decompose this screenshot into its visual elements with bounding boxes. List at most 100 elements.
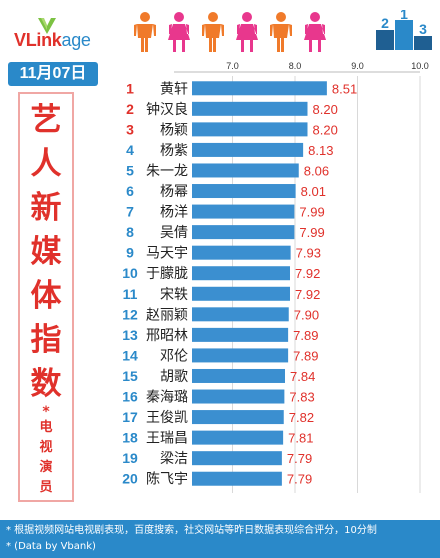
score-value-label: 7.90 (294, 307, 319, 322)
rank-label: 5 (126, 162, 134, 178)
score-bar (192, 368, 285, 383)
artist-name-label: 杨颖 (160, 122, 188, 138)
score-value-label: 7.89 (293, 328, 318, 343)
artist-name-label: 陈飞宇 (146, 471, 188, 488)
side-subtitle: 电 视 演 员 (18, 418, 74, 498)
logo-text: VLinkage (14, 30, 91, 51)
score-value-label: 8.06 (304, 163, 329, 178)
rank-label: 4 (126, 142, 134, 158)
rank-label: 10 (122, 265, 138, 281)
person-icon (168, 12, 190, 52)
score-bar (192, 101, 308, 116)
rank-label: 3 (126, 121, 134, 137)
artist-name-label: 吴倩 (160, 225, 188, 241)
side-subtitle-char: 员 (39, 480, 53, 495)
score-value-label: 7.99 (299, 205, 324, 220)
rank-label: 19 (122, 450, 138, 466)
side-title-char: 艺 (30, 102, 62, 138)
score-value-label: 8.20 (313, 122, 338, 137)
podium-icon: 2 1 3 (376, 10, 432, 50)
rank-label: 15 (122, 368, 138, 384)
score-value-label: 8.51 (332, 81, 357, 96)
score-bar (192, 327, 289, 342)
side-subtitle-char: 视 (39, 440, 53, 455)
score-value-label: 7.99 (299, 225, 324, 240)
side-title-char: 数 (30, 366, 62, 402)
svg-text:2: 2 (381, 15, 389, 31)
artist-name-label: 朱一龙 (146, 163, 188, 179)
vlinkage-logo: VLinkage (8, 10, 126, 50)
score-value-label: 8.01 (301, 184, 326, 199)
rank-label: 12 (122, 306, 138, 322)
artist-name-label: 王俊凯 (146, 410, 188, 426)
rank-label: 14 (122, 347, 138, 363)
person-icon (236, 12, 258, 52)
artist-name-label: 于朦胧 (146, 266, 188, 282)
side-title-char: 指 (30, 322, 62, 358)
rank-label: 1 (126, 80, 134, 96)
logo-text-prefix: VLink (14, 30, 62, 50)
artist-name-label: 秦海璐 (146, 390, 188, 406)
artist-name-label: 杨洋 (160, 205, 188, 221)
x-tick-label: 9.0 (351, 61, 364, 71)
artist-name-label: 黄轩 (160, 80, 188, 97)
score-value-label: 7.84 (290, 369, 315, 384)
score-value-label: 8.20 (313, 102, 338, 117)
side-title: 艺 人 新 媒 体 指 数 (18, 98, 74, 406)
score-bar (192, 122, 308, 137)
score-bar (192, 225, 295, 240)
score-bar (192, 142, 304, 157)
rank-label: 18 (122, 430, 138, 446)
people-icons (134, 12, 326, 52)
x-tick-label: 8.0 (289, 61, 302, 71)
side-title-char: 媒 (30, 234, 62, 270)
footer-note: * 根据视频网站电视剧表现，百度搜索，社交网站等昨日数据表现综合评分，10分制 … (0, 520, 440, 558)
score-bar (192, 184, 296, 199)
rank-label: 20 (122, 471, 138, 487)
x-tick-label: 7.0 (226, 61, 239, 71)
rank-label: 6 (126, 183, 134, 199)
artist-name-label: 邓伦 (160, 348, 188, 364)
score-bar (192, 286, 290, 301)
score-value-label: 7.89 (293, 348, 318, 363)
artist-name-label: 马天宇 (146, 246, 188, 262)
footer-line-2: * (Data by Vbank) (6, 541, 96, 552)
score-value-label: 7.81 (288, 431, 313, 446)
score-bar (192, 81, 327, 96)
rank-label: 13 (122, 327, 138, 343)
artist-name-label: 杨紫 (160, 143, 188, 159)
score-bar (192, 348, 289, 363)
ranking-chart: 7.0 8.0 9.0 10.0 1 黄轩 8.51 2 钟汉良 8.20 3 杨颖 8.20 4 杨紫 8.… (122, 61, 429, 493)
date-badge: 11月07日 (8, 62, 98, 86)
artist-name-label: 梁洁 (160, 451, 188, 467)
score-value-label: 7.93 (296, 246, 321, 261)
side-title-char: 新 (30, 190, 62, 226)
artist-name-label: 钟汉良 (146, 101, 188, 118)
score-bar (192, 204, 295, 219)
logo-text-suffix: age (61, 30, 91, 50)
person-icon (202, 12, 224, 52)
score-value-label: 7.82 (289, 410, 314, 425)
score-bar (192, 307, 289, 322)
artist-name-label: 王瑞昌 (146, 431, 188, 447)
logo-v-icon (38, 18, 56, 34)
artist-name-label: 宋轶 (160, 287, 188, 303)
score-value-label: 7.79 (287, 472, 312, 487)
artist-name-label: 杨幂 (160, 184, 188, 200)
x-tick-label: 10.0 (411, 61, 429, 71)
score-bar (192, 163, 299, 178)
artist-name-label: 胡歌 (160, 369, 188, 385)
svg-text:3: 3 (419, 21, 427, 37)
score-value-label: 7.92 (295, 287, 320, 302)
rank-label: 11 (123, 286, 138, 302)
side-subtitle-char: 演 (39, 460, 53, 475)
rank-label: 2 (126, 101, 134, 117)
side-title-frame (18, 92, 74, 502)
rank-label: 7 (126, 204, 134, 220)
score-bar (192, 410, 284, 425)
score-bar (192, 266, 290, 281)
rank-label: 17 (122, 409, 138, 425)
rank-label: 16 (122, 389, 138, 405)
score-value-label: 7.79 (287, 451, 312, 466)
person-icon (270, 12, 292, 52)
